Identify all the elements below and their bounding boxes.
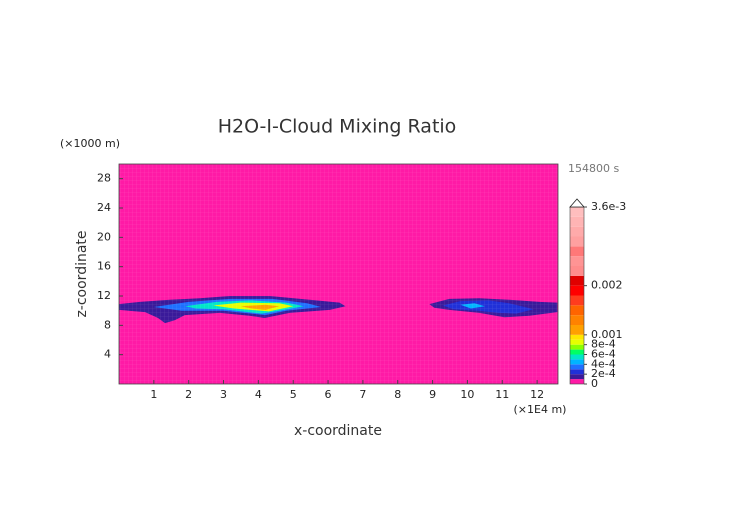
colorbar-band xyxy=(570,246,584,257)
x-tick-label: 4 xyxy=(255,388,262,401)
x-tick-label: 12 xyxy=(530,388,544,401)
colorbar-tick-label: 8e-4 xyxy=(591,338,616,351)
x-tick-label: 2 xyxy=(185,388,192,401)
colorbar-band xyxy=(570,334,584,340)
colorbar-band xyxy=(570,359,584,365)
colorbar-tick-label: 0 xyxy=(591,377,598,390)
colorbar-band xyxy=(570,256,584,266)
colorbar-band xyxy=(570,216,584,227)
colorbar-tick-label: 3.6e-3 xyxy=(591,200,626,213)
colorbar-tick-label: 4e-4 xyxy=(591,357,616,370)
x-axis-label: x-coordinate xyxy=(294,423,382,439)
chart-title: H2O-I-Cloud Mixing Ratio xyxy=(218,116,457,138)
x-tick-label: 3 xyxy=(220,388,227,401)
colorbar-band xyxy=(570,374,584,380)
hatch xyxy=(119,164,558,384)
x-tick-label: 6 xyxy=(325,388,332,401)
colorbar-band xyxy=(570,266,584,276)
colorbar-tick-label: 0.001 xyxy=(591,328,623,341)
x-tick-label: 1 xyxy=(150,388,157,401)
x-unit: (×1E4 m) xyxy=(514,403,567,416)
colorbar-band xyxy=(570,236,584,247)
colorbar-band xyxy=(570,226,584,237)
y-tick-label: 20 xyxy=(97,230,111,243)
y-axis-label: z-coordinate xyxy=(74,230,90,317)
colorbar-band xyxy=(570,339,584,345)
colorbar-band xyxy=(570,207,584,217)
colorbar-band xyxy=(570,344,584,350)
x-tick-label: 8 xyxy=(394,388,401,401)
time-label: 154800 s xyxy=(568,162,619,175)
x-tick-label: 10 xyxy=(460,388,474,401)
colorbar-tick-label: 6e-4 xyxy=(591,348,616,361)
y-tick-label: 8 xyxy=(104,318,111,331)
colorbar-band xyxy=(570,275,584,286)
colorbar-band xyxy=(570,369,584,375)
colorbar-band xyxy=(570,364,584,370)
colorbar-extend xyxy=(569,198,585,208)
plot-frame xyxy=(118,163,559,385)
y-unit: (×1000 m) xyxy=(60,137,120,150)
colorbar-band xyxy=(570,315,584,325)
x-tick-label: 5 xyxy=(290,388,297,401)
y-tick-label: 24 xyxy=(97,201,111,214)
y-tick-label: 16 xyxy=(97,260,111,273)
colorbar-band xyxy=(570,379,584,384)
y-tick-label: 4 xyxy=(104,348,111,361)
colorbar-tick-label: 2e-4 xyxy=(591,367,616,380)
colorbar-band xyxy=(570,325,584,335)
x-tick-label: 9 xyxy=(429,388,436,401)
x-tick-label: 11 xyxy=(495,388,509,401)
colorbar-band xyxy=(570,295,584,306)
colorbar-band xyxy=(570,285,584,296)
colorbar-band xyxy=(570,349,584,355)
colorbar-tick-label: 0.002 xyxy=(591,279,623,292)
colorbar-band xyxy=(570,354,584,360)
colorbar-band xyxy=(570,305,584,316)
y-tick-label: 28 xyxy=(97,172,111,185)
x-tick-label: 7 xyxy=(359,388,366,401)
y-tick-label: 12 xyxy=(97,289,111,302)
